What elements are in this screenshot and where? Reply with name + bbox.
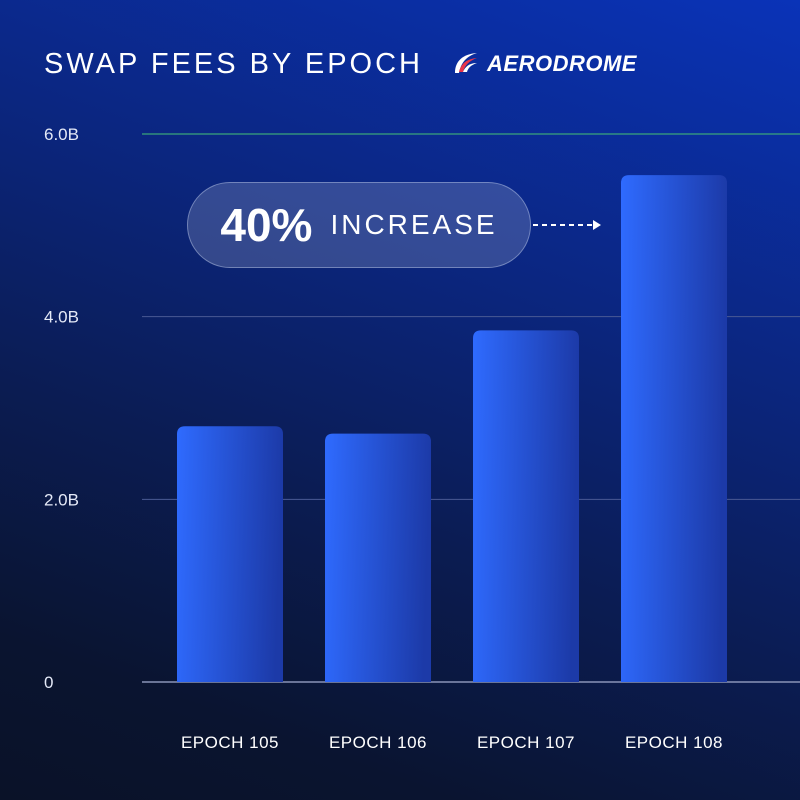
bar <box>325 433 431 682</box>
aerodrome-logo-icon <box>455 53 478 73</box>
x-category-label: EPOCH 107 <box>477 733 575 752</box>
aerodrome-logo: AERODROME <box>451 51 637 77</box>
callout-label: INCREASE <box>330 209 498 240</box>
bars <box>177 175 727 682</box>
y-tick-label: 0 <box>44 673 53 692</box>
chart-header: SWAP FEES BY EPOCH AERODROME <box>44 44 637 84</box>
y-tick-label: 2.0B <box>44 490 79 509</box>
chart-title: SWAP FEES BY EPOCH <box>44 47 424 80</box>
increase-callout: 40% INCREASE <box>187 182 531 268</box>
bar <box>473 330 579 682</box>
x-axis-category-labels: EPOCH 105 EPOCH 106 EPOCH 107 EPOCH 108 <box>181 733 723 752</box>
x-category-label: EPOCH 108 <box>625 733 723 752</box>
y-tick-label: 6.0B <box>44 125 79 144</box>
callout-percentage: 40% <box>220 199 313 251</box>
dashed-arrow-icon <box>533 220 601 230</box>
x-category-label: EPOCH 105 <box>181 733 279 752</box>
x-category-label: EPOCH 106 <box>329 733 427 752</box>
y-tick-label: 4.0B <box>44 308 79 327</box>
bar <box>621 175 727 682</box>
y-axis-tick-labels: 0 2.0B 4.0B 6.0B <box>44 125 79 692</box>
logo-wordmark: AERODROME <box>487 51 637 76</box>
bar <box>177 426 283 682</box>
